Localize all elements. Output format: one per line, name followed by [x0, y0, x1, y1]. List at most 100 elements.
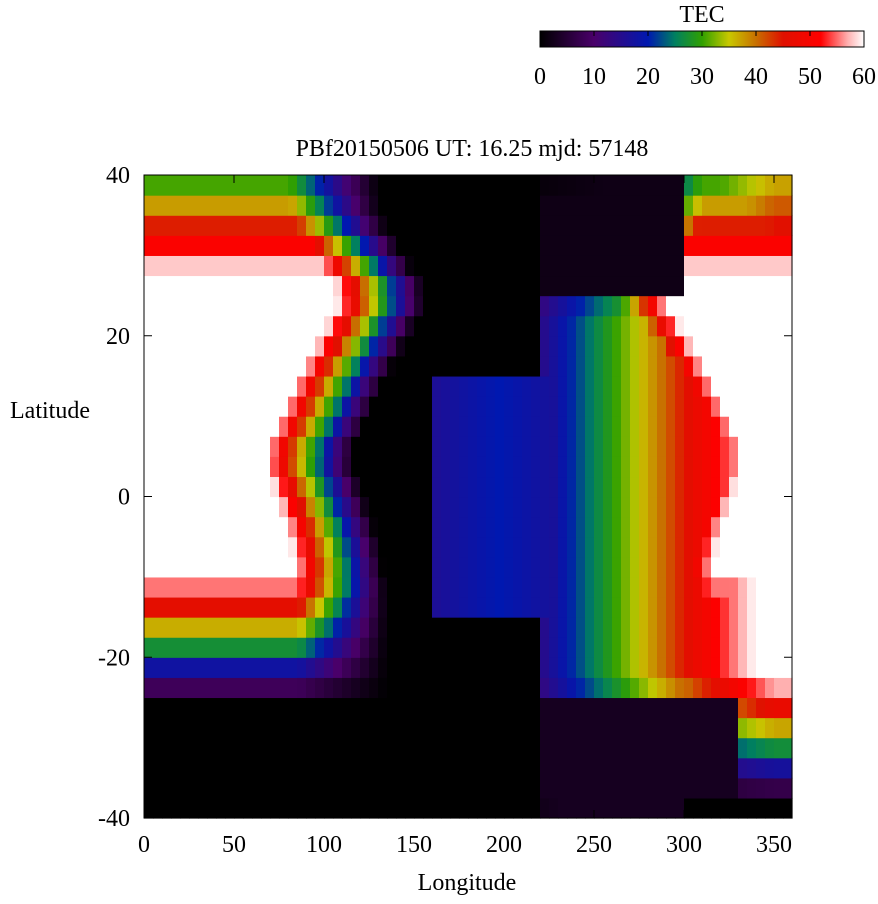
heatmap-cell	[513, 717, 523, 739]
heatmap-cell	[324, 436, 334, 457]
heatmap-cell	[180, 396, 190, 417]
heatmap-cell	[405, 777, 415, 799]
heatmap-cell	[621, 456, 631, 478]
heatmap-cell	[567, 717, 577, 739]
heatmap-cell	[495, 456, 505, 478]
heatmap-cell	[549, 536, 559, 558]
heatmap-cell	[675, 617, 685, 638]
heatmap-cell	[333, 275, 343, 297]
heatmap-cell	[216, 275, 226, 297]
heatmap-cell	[441, 576, 451, 598]
heatmap-cell	[297, 556, 307, 578]
heatmap-cell	[522, 355, 532, 377]
heatmap-cell	[540, 375, 550, 397]
heatmap-cell	[729, 617, 739, 638]
heatmap-cell	[504, 596, 514, 618]
heatmap-cell	[396, 195, 406, 216]
heatmap-cell	[783, 536, 793, 558]
heatmap-cell	[702, 617, 712, 638]
heatmap-cell	[702, 516, 712, 538]
heatmap-cell	[216, 375, 226, 397]
heatmap-cell	[648, 235, 658, 256]
heatmap-cell	[342, 757, 352, 779]
heatmap-cell	[468, 255, 478, 277]
heatmap-cell	[279, 556, 289, 578]
heatmap-cell	[252, 697, 262, 719]
heatmap-cell	[576, 295, 586, 317]
heatmap-cell	[711, 255, 721, 277]
heatmap-cell	[180, 335, 190, 357]
heatmap-cell	[162, 677, 172, 699]
heatmap-cell	[261, 175, 271, 196]
heatmap-cell	[252, 657, 262, 678]
heatmap-cell	[675, 396, 685, 417]
heatmap-cell	[522, 436, 532, 457]
heatmap-cell	[540, 195, 550, 216]
heatmap-cell	[234, 416, 244, 437]
heatmap-cell	[531, 275, 541, 297]
heatmap-cell	[252, 396, 262, 417]
heatmap-cell	[486, 697, 496, 719]
heatmap-cell	[441, 476, 451, 498]
heatmap-cell	[648, 396, 658, 417]
heatmap-cell	[783, 375, 793, 397]
heatmap-cell	[720, 436, 730, 457]
heatmap-cell	[684, 576, 694, 598]
heatmap-cell	[531, 416, 541, 437]
heatmap-cell	[450, 737, 460, 759]
heatmap-cell	[414, 416, 424, 437]
heatmap-cell	[162, 797, 172, 819]
heatmap-cell	[450, 717, 460, 739]
heatmap-cell	[765, 596, 775, 618]
heatmap-cell	[558, 195, 568, 216]
heatmap-cell	[477, 456, 487, 478]
heatmap-cell	[333, 255, 343, 277]
heatmap-cell	[567, 757, 577, 779]
heatmap-cell	[459, 476, 469, 498]
heatmap-cell	[648, 596, 658, 618]
heatmap-cell	[684, 637, 694, 658]
heatmap-cell	[675, 496, 685, 518]
heatmap-cell	[189, 496, 199, 518]
heatmap-cell	[531, 576, 541, 598]
heatmap-cell	[702, 536, 712, 558]
heatmap-cell	[387, 777, 397, 799]
heatmap-cell	[738, 335, 748, 357]
heatmap-cell	[585, 355, 595, 377]
heatmap-cell	[171, 195, 181, 216]
heatmap-cell	[567, 355, 577, 377]
heatmap-cell	[468, 476, 478, 498]
heatmap-cell	[243, 637, 253, 658]
heatmap-cell	[531, 235, 541, 256]
heatmap-cell	[720, 697, 730, 719]
heatmap-cell	[639, 777, 649, 799]
heatmap-cell	[666, 375, 676, 397]
heatmap-cell	[396, 717, 406, 739]
heatmap-cell	[459, 596, 469, 618]
heatmap-cell	[693, 617, 703, 638]
heatmap-cell	[657, 617, 667, 638]
heatmap-cell	[540, 496, 550, 518]
heatmap-cell	[423, 536, 433, 558]
heatmap-cell	[495, 175, 505, 196]
heatmap-cell	[639, 637, 649, 658]
heatmap-cell	[738, 476, 748, 498]
heatmap-cell	[729, 576, 739, 598]
heatmap-cell	[747, 295, 757, 317]
heatmap-cell	[468, 456, 478, 478]
heatmap-cell	[441, 275, 451, 297]
heatmap-cell	[279, 295, 289, 317]
heatmap-cell	[387, 797, 397, 819]
heatmap-cell	[567, 677, 577, 699]
heatmap-cell	[594, 516, 604, 538]
heatmap-cell	[288, 556, 298, 578]
heatmap-cell	[450, 436, 460, 457]
heatmap-cell	[207, 295, 217, 317]
heatmap-cell	[504, 516, 514, 538]
heatmap-cell	[774, 275, 784, 297]
heatmap-cell	[468, 516, 478, 538]
heatmap-cell	[162, 757, 172, 779]
heatmap-cell	[189, 556, 199, 578]
heatmap-cell	[306, 416, 316, 437]
